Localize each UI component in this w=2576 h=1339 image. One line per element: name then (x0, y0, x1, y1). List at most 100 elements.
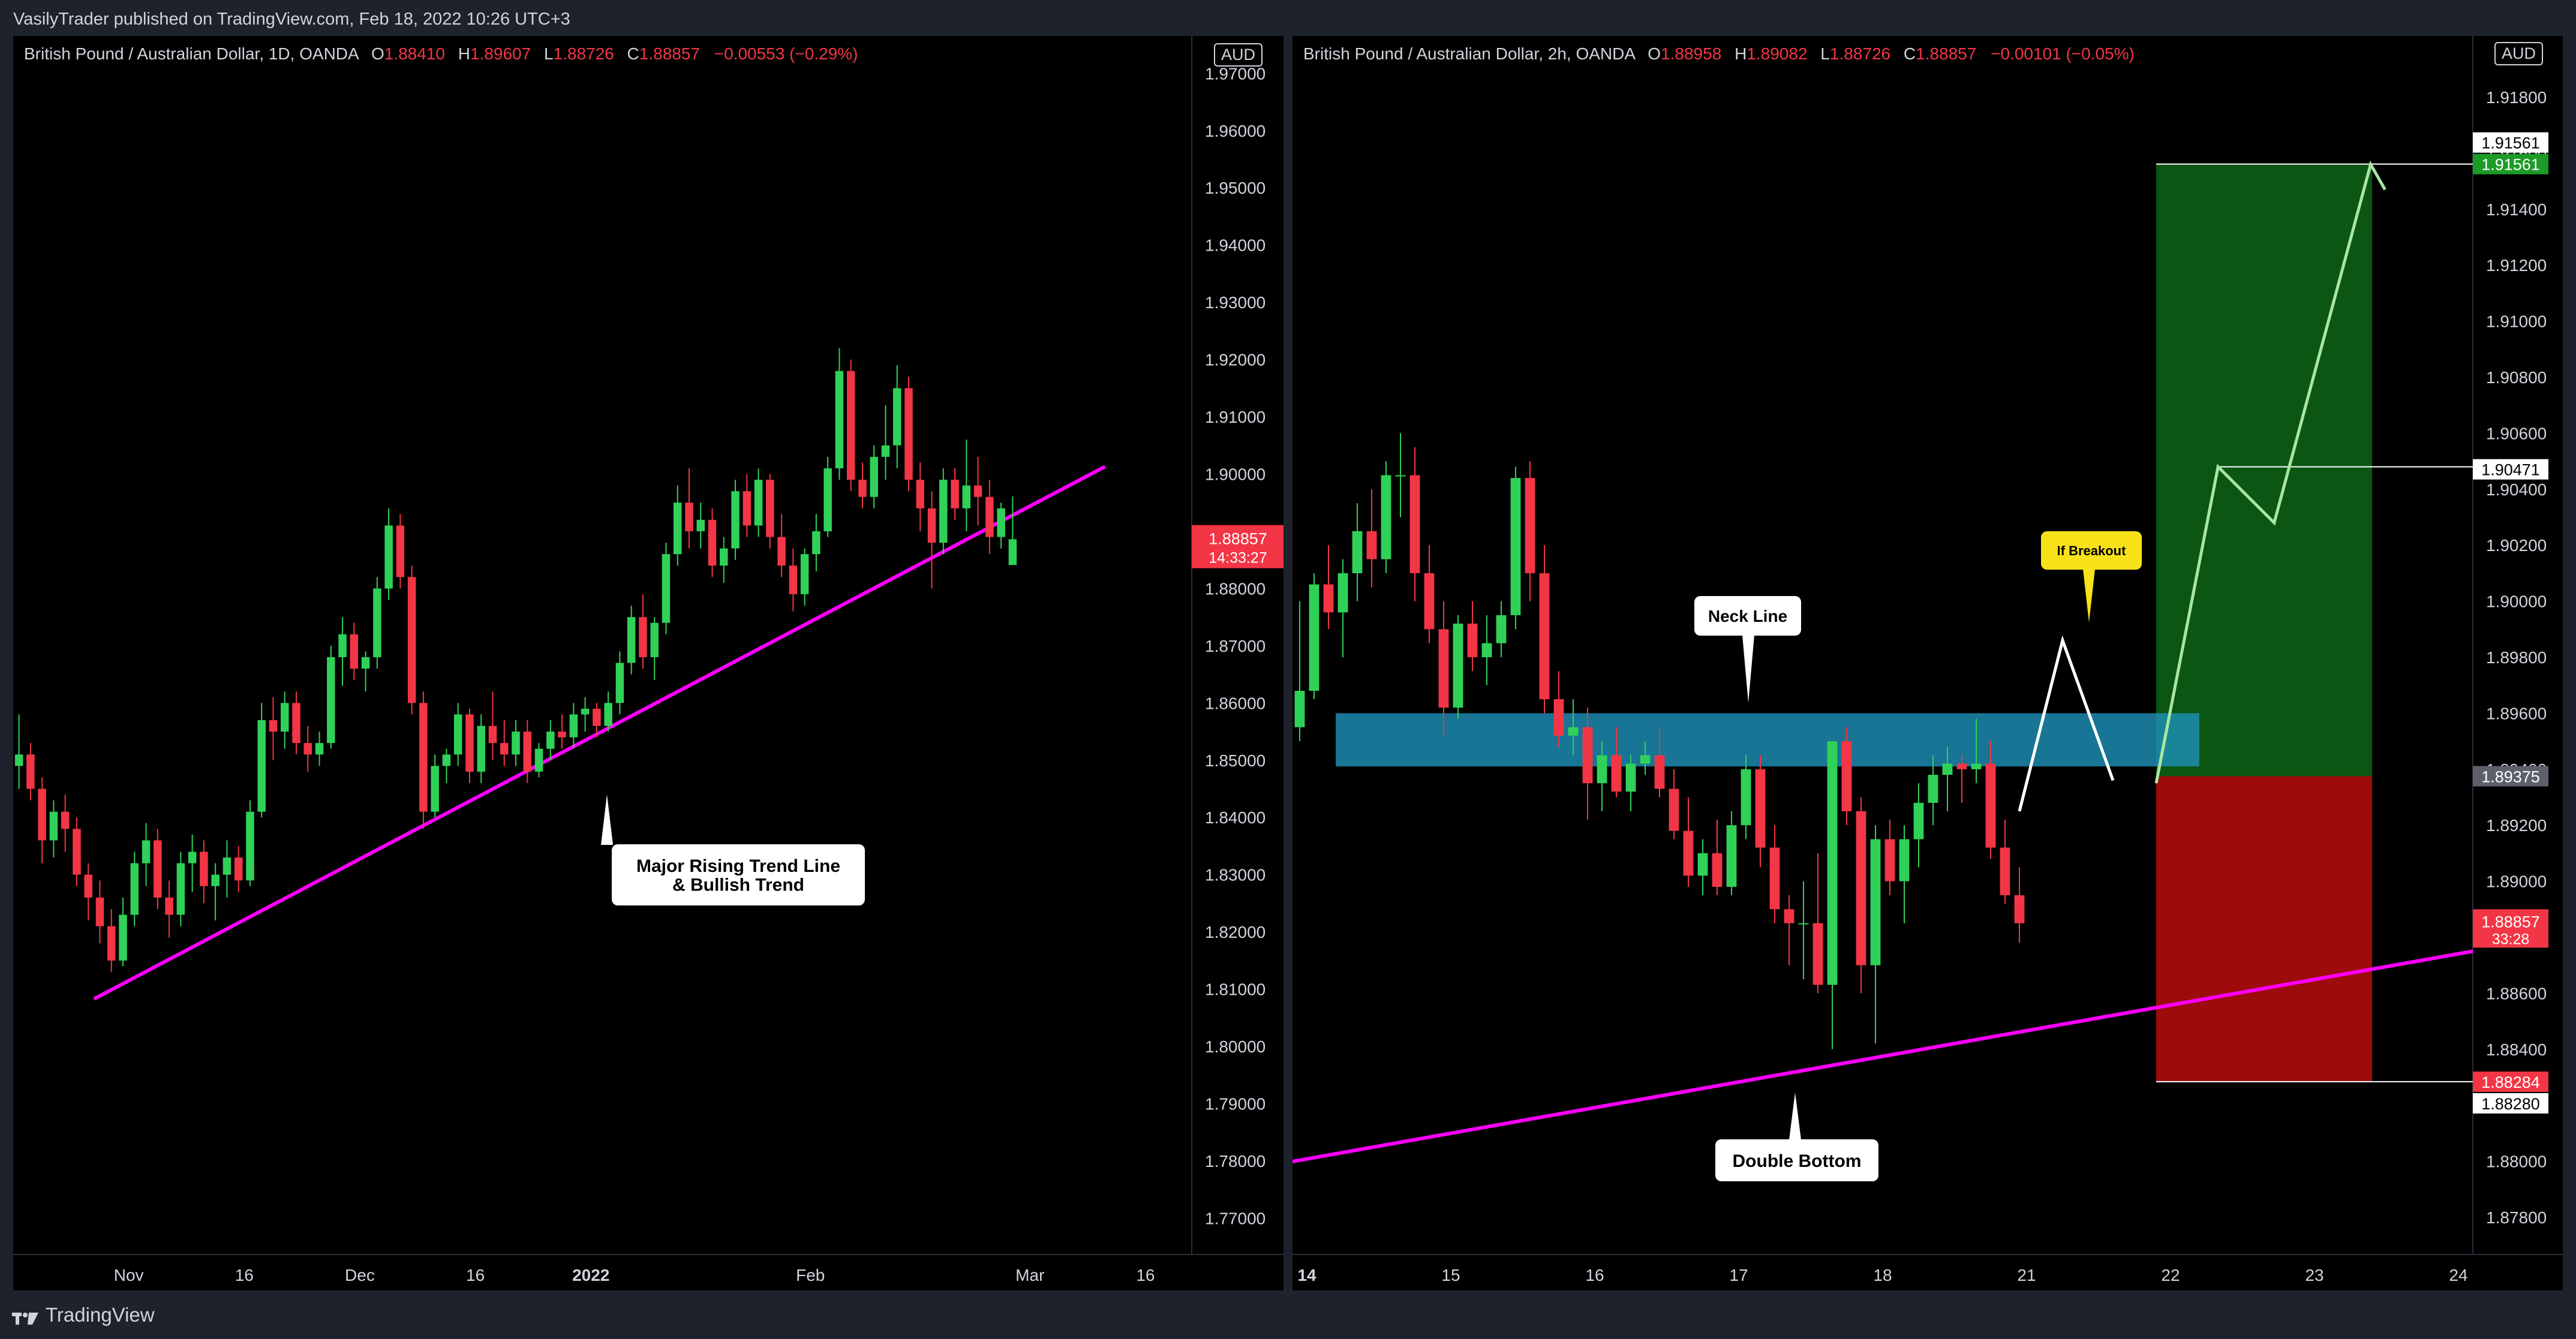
d1-price-tick: 1.96000 (1205, 122, 1266, 140)
d1-time-tick: Dec (345, 1266, 375, 1284)
daily-open-value: 1.88410 (384, 44, 445, 63)
h2-candle-body (1309, 584, 1319, 691)
d1-candle-body (927, 508, 936, 543)
h2-countdown-text: 33:28 (2492, 931, 2530, 947)
h2-entry-price-label-bg (2473, 766, 2548, 787)
d1-candle-body (465, 714, 474, 772)
h2-candle-body (1971, 763, 1982, 769)
d1-candle-body (361, 657, 370, 669)
h2-last-price-tag (2473, 909, 2548, 948)
d1-candle-body (720, 548, 728, 566)
h2-level-price-label-text: 1.90471 (2481, 461, 2540, 479)
d1-candle-body (951, 480, 959, 508)
d1-candle-body (84, 874, 92, 898)
publication-info: VasilyTrader published on TradingView.co… (13, 10, 570, 29)
h2-level-price-label-bg (2473, 459, 2548, 480)
h2-candle-body (1467, 623, 1478, 657)
h2-candle-body (1726, 825, 1737, 887)
d1-candle-body (870, 456, 878, 497)
h2-price-tick: 1.89600 (2486, 704, 2547, 723)
2h-currency-badge[interactable]: AUD (2494, 42, 2544, 65)
d1-candle-body (962, 485, 971, 508)
2h-chart-canvas[interactable]: 1.918001.916001.914001.912001.910001.908… (1292, 36, 2563, 1290)
d1-candle-body (696, 519, 705, 531)
d1-candle-body (315, 743, 324, 755)
d1-candle-body (650, 622, 659, 657)
d1-candle-body (569, 714, 578, 738)
h2-candle-body (1582, 727, 1593, 784)
d1-price-tick: 1.93000 (1205, 293, 1266, 312)
h2-candle-body (1985, 763, 1996, 848)
h2-neck-line-zone (1336, 713, 2199, 767)
h2-candle-body (1366, 531, 1377, 559)
h2-candle-body (1625, 763, 1636, 792)
d1-candle-body (419, 703, 428, 812)
h2-target-projection (2154, 160, 2386, 784)
2h-chart-panel[interactable]: 1.91800 1.91600 1.91400 1.91200 1.91000 1.908… (1292, 36, 2563, 1290)
h2-time-tick: 22 (2161, 1266, 2180, 1284)
d1-candle-body (142, 840, 151, 863)
h2-target-level-label-text: 1.91561 (2481, 134, 2540, 152)
d1-candle-body (61, 811, 70, 829)
h2-time-tick: 21 (2017, 1266, 2036, 1284)
d1-candle-body (731, 491, 740, 549)
h2-candle-body (1899, 839, 1910, 881)
h2-candle-body (1352, 531, 1363, 573)
d1-candle-body (373, 588, 381, 657)
d1-price-tick: 1.88000 (1205, 579, 1266, 598)
tradingview-logo-icon (12, 1308, 38, 1325)
h2-candle-body (1510, 478, 1521, 615)
d1-price-tick: 1.82000 (1205, 923, 1266, 941)
d1-candle-body (154, 840, 162, 898)
d1-candle-body (512, 732, 520, 755)
d1-candle-body (223, 857, 232, 875)
d1-price-tick: 1.80000 (1205, 1037, 1266, 1056)
d1-candle-body (188, 851, 197, 863)
h2-price-tick: 1.88600 (2486, 984, 2547, 1003)
d1-candle-body (500, 743, 509, 755)
d1-candle-body (488, 726, 497, 744)
d1-candle-body (662, 554, 671, 623)
d1-candle-body (407, 577, 416, 703)
d1-candle-body (534, 748, 543, 772)
d1-trend-callout-text: Major Rising Trend Line (636, 856, 840, 876)
d1-candle-body (812, 531, 820, 555)
d1-candle-body (593, 708, 601, 726)
daily-currency-badge[interactable]: AUD (1214, 43, 1263, 67)
d1-candle-body (130, 863, 139, 915)
h2-candle-body (1669, 789, 1679, 831)
h2-candle-body (1597, 755, 1607, 784)
d1-price-tick: 1.94000 (1205, 236, 1266, 255)
d1-candle-body (777, 537, 786, 566)
daily-chart-canvas[interactable]: 1.97000 1.96000 1.95000 1.94000 1.93000 1.920… (13, 36, 1284, 1290)
d1-candle-body (327, 657, 335, 744)
d1-time-tick: 16 (235, 1266, 254, 1284)
h2-price-tick: 1.90000 (2486, 592, 2547, 611)
d1-candle-body (904, 388, 913, 480)
d1-candle-body (523, 732, 532, 772)
d1-candle-body (789, 565, 798, 594)
d1-price-tick: 1.84000 (1205, 808, 1266, 827)
footer-bar: TradingView (0, 1290, 2576, 1339)
h2-candle-body (1812, 923, 1823, 985)
d1-price-tick: 1.78000 (1205, 1152, 1266, 1171)
h2-price-tick: 1.91800 (2486, 88, 2547, 107)
h2-price-tick: 1.90800 (2486, 368, 2547, 387)
h2-stop-price-label-text: 1.88284 (2481, 1073, 2540, 1091)
h2-candle-body (1539, 573, 1550, 700)
h2-time-tick: 18 (1873, 1266, 1892, 1284)
tradingview-wordmark: TradingView (46, 1304, 155, 1326)
tradingview-brand[interactable]: TradingView (12, 1304, 155, 1326)
h2-price-tick: 1.91000 (2486, 312, 2547, 331)
daily-close-value: 1.88857 (639, 44, 700, 63)
h2-time-tick: 24 (2449, 1266, 2467, 1284)
h2-target-price-label-bg (2473, 154, 2548, 174)
daily-chart-panel[interactable]: 1.97000 1.96000 1.95000 1.94000 1.93000 1.920… (13, 36, 1284, 1290)
d1-candle-body (246, 811, 254, 881)
d1-candle-body (916, 480, 925, 508)
d1-candle-body (442, 754, 451, 766)
h2-entry-price-label-text: 1.89375 (2481, 768, 2540, 786)
d1-price-tick: 1.83000 (1205, 866, 1266, 884)
d1-price-tick: 1.86000 (1205, 694, 1266, 712)
d1-candle-body (453, 714, 462, 755)
